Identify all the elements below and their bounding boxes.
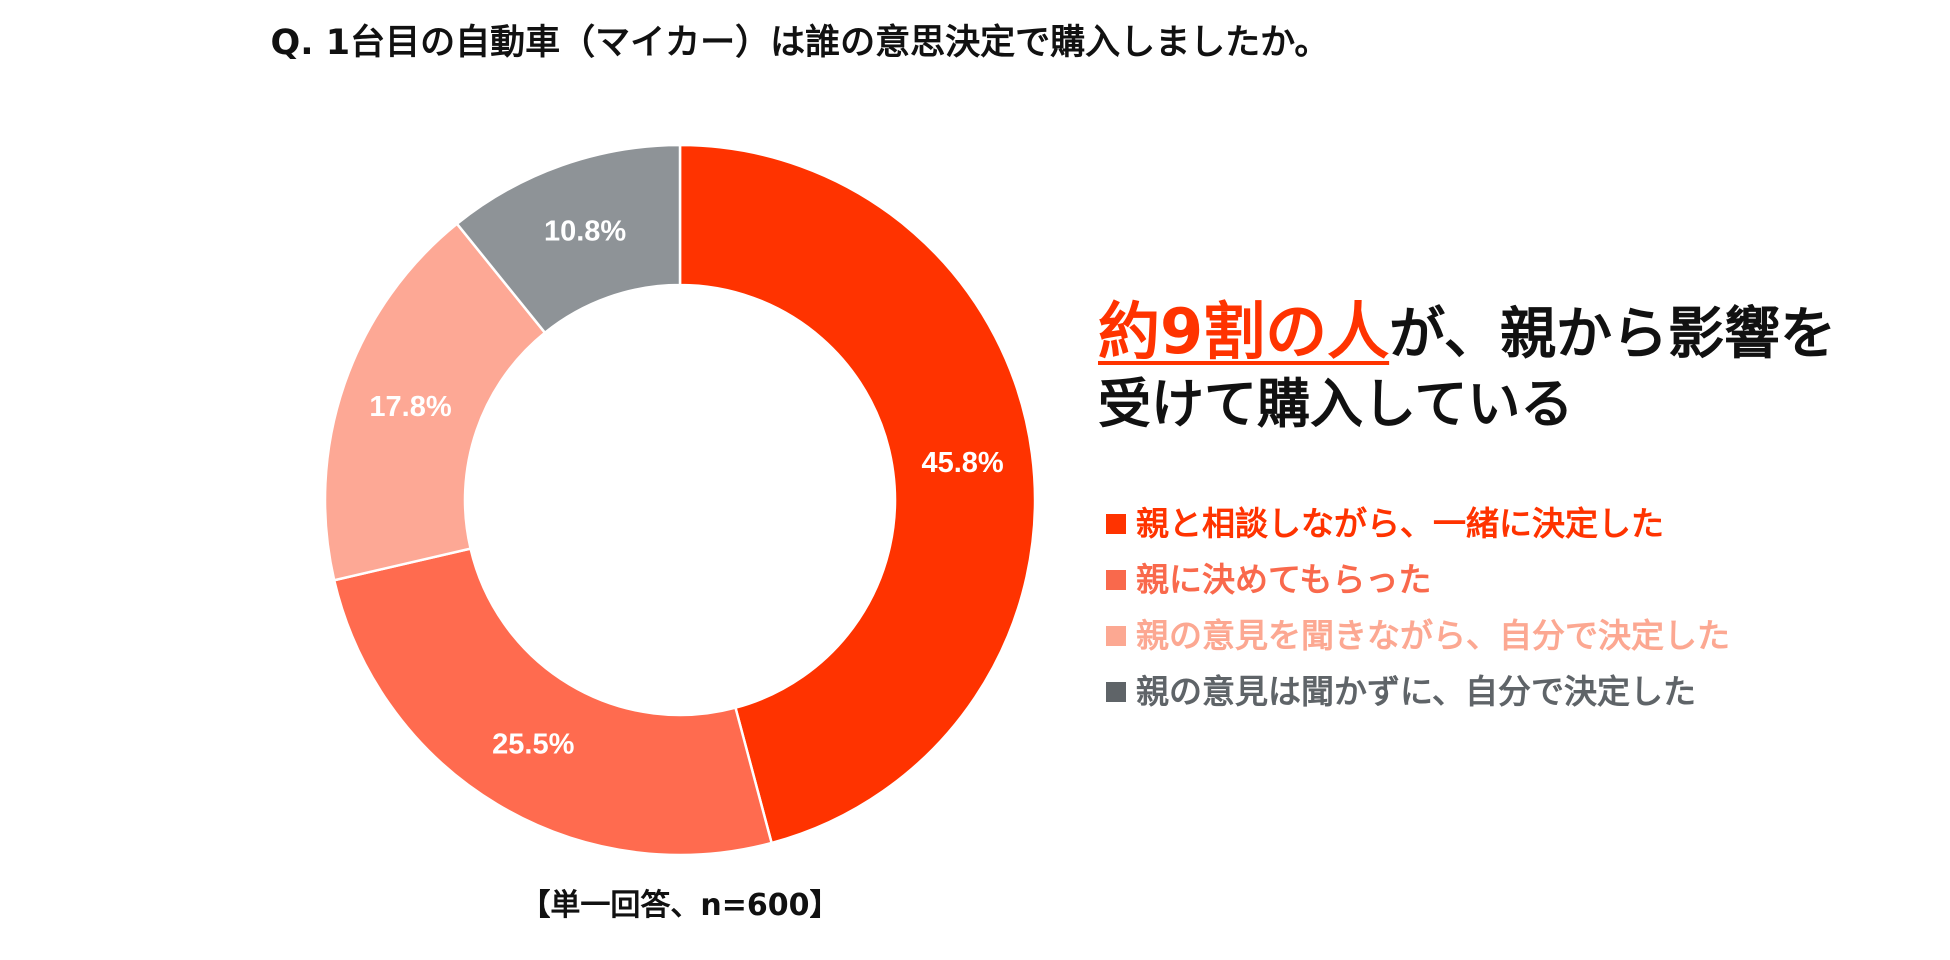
headline-rest: が、親から影響を [1389,302,1837,367]
legend-label-2: 親に決めてもらった [1136,560,1432,599]
legend-item-2: 親に決めてもらった [1106,552,1730,608]
legend-swatch-2 [1106,570,1126,590]
donut-slices [323,143,1037,857]
legend-swatch-4 [1106,682,1126,702]
donut-value-label-4: 10.8% [544,215,626,247]
donut-chart: 45.8% 25.5% 17.8% 10.8% [323,143,1037,857]
donut-slice-2 [332,547,774,857]
legend-item-3: 親の意見を聞きながら、自分で決定した [1106,608,1730,664]
chart-title: Q. 1台目の自動車（マイカー）は誰の意思決定で購入しましたか。 [270,23,1330,63]
legend: 親と相談しながら、一緒に決定した 親に決めてもらった親の意見を聞きながら、自分で決… [1106,496,1730,720]
headline: 約9割の人が、親から影響を 受けて購入している [1098,292,1950,439]
legend-label-3: 親の意見を聞きながら、自分で決定した [1136,616,1730,655]
donut-value-labels: 45.8% 25.5% 17.8% 10.8% [369,215,1003,760]
donut-slice-1 [678,143,1037,845]
legend-item-4: 親の意見は聞かずに、自分で決定した [1106,664,1730,720]
donut-value-label-1: 45.8% [921,447,1003,479]
legend-swatch-3 [1106,626,1126,646]
legend-label-1: 親と相談しながら、一緒に決定した [1136,504,1664,543]
donut-slice-3 [323,222,547,582]
headline-line-1: 約9割の人が、親から影響を [1098,292,1950,371]
headline-accent: 約9割の人 [1098,295,1390,368]
legend-item-1: 親と相談しながら、一緒に決定した [1106,496,1730,552]
sample-note: 【単一回答、n=600】 [520,888,840,923]
donut-value-label-2: 25.5% [492,728,574,760]
donut-value-label-3: 17.8% [369,391,451,423]
donut-slice-4 [455,143,682,335]
legend-label-4: 親の意見は聞かずに、自分で決定した [1136,672,1697,711]
legend-swatch-1 [1106,514,1126,534]
headline-line-2: 受けて購入している [1098,374,1574,436]
